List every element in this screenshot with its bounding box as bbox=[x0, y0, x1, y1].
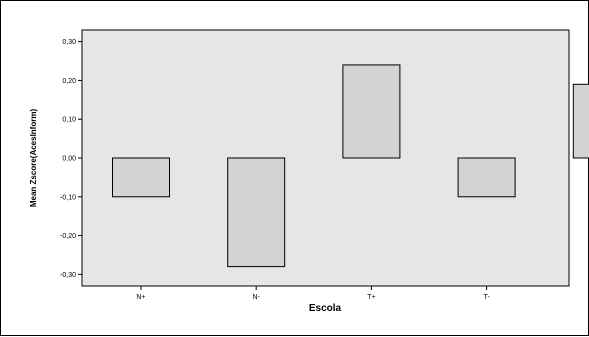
y-axis-ticks: -0,30 -0,20 -0,10 0,00 0,10 0,20 0,30 bbox=[60, 39, 82, 279]
bar-N+ bbox=[113, 158, 170, 197]
bar-N- bbox=[228, 158, 285, 267]
y-tick-label: -0,20 bbox=[60, 233, 76, 240]
y-tick-label: -0,30 bbox=[60, 272, 76, 279]
y-tick-label: 0,20 bbox=[62, 78, 76, 85]
y-axis-title: Mean Zscore(AcesInform) bbox=[29, 109, 38, 208]
bar-T- bbox=[458, 158, 515, 197]
x-tick-label: N+ bbox=[136, 294, 145, 301]
y-tick-label: -0,10 bbox=[60, 194, 76, 201]
bar-T+ bbox=[343, 65, 400, 158]
x-axis-title: Escola bbox=[309, 303, 342, 314]
x-tick-label: T+ bbox=[367, 294, 375, 301]
x-tick-label: T- bbox=[483, 294, 490, 301]
y-tick-label: 0,30 bbox=[62, 39, 76, 46]
bar-S+ bbox=[573, 84, 589, 158]
y-tick-label: 0,00 bbox=[62, 156, 76, 163]
x-tick-label: N- bbox=[253, 294, 261, 301]
y-tick-label: 0,10 bbox=[62, 117, 76, 124]
x-axis-ticks: N+N-T+T-S+S- bbox=[136, 286, 589, 301]
